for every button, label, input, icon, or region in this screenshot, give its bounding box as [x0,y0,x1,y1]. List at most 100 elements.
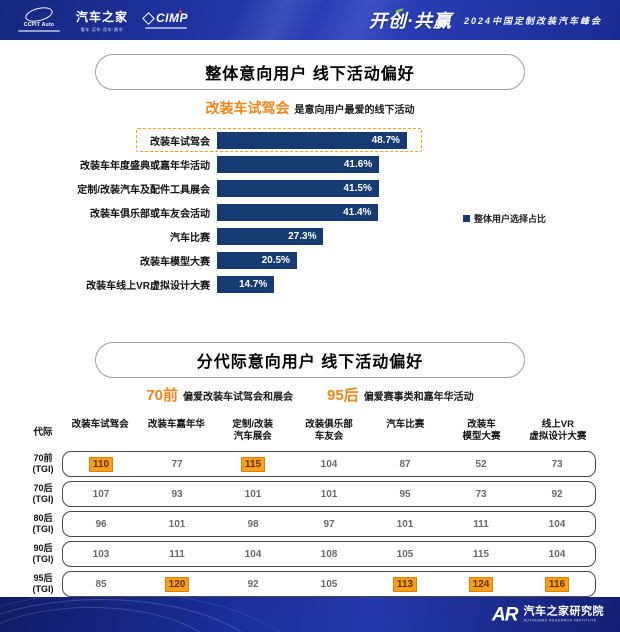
row-label: 80后 (TGI) [32,512,54,534]
table-cell: 96 [95,518,107,530]
table-cell: 111 [473,518,489,530]
header-logos: CCPIT Auto 汽车之家 看车·买车·用车·换车 CIMP [18,4,188,33]
table-cell: 92 [247,578,259,590]
bar: 41.5% [217,179,379,197]
bar-row: 改装车年度盛典或嘉年华活动 41.6% [58,152,620,176]
event-branding: 开创·共赢 2024中国定制改装汽车峰会 [369,7,602,33]
bar-label: 改装车俱乐部或车友会活动 [90,208,210,220]
table-cell: 101 [396,518,414,530]
section1-title: 整体意向用户 线下活动偏好 [95,54,525,90]
table-row: 95后 (TGI) 85 120 92 105 113 124 116 [24,571,596,597]
ccpit-subtext-bar [18,30,60,32]
row-label: 70后 (TGI) [32,482,54,504]
table-cell: 73 [475,488,487,500]
bar: 41.6% [217,155,380,173]
subtitle-highlight-95post: 95后 [327,387,359,404]
column-header: 改装俱乐部 车友会 [305,418,353,442]
bar-row: 改装车模型大赛 20.5% [58,248,620,272]
column-header: 线上VR 虚拟设计大赛 [529,418,587,442]
table-cell: 77 [171,458,183,470]
org-name-en: AUTOHOME RESEARCH INSTITUTE [523,618,597,623]
table-header-row: 代际 改装车试驾会 改装车嘉年华 定制/改装 汽车展会 改装俱乐部 车友会 汽车… [24,415,596,447]
table-cell: 97 [323,518,335,530]
event-slogan: 开创·共赢 [369,7,452,33]
bar: 48.7% [217,131,407,149]
bar-label: 改装车线上VR虚拟设计大赛 [86,280,210,292]
table-row: 90后 (TGI) 103 111 104 108 105 115 104 [24,541,596,567]
row-label: 90后 (TGI) [32,542,54,564]
table-cell: 105 [320,578,338,590]
subtitle-highlight-70pre: 70前 [146,387,178,404]
legend-swatch-icon [463,215,470,222]
autohome-logo: 汽车之家 看车·买车·用车·换车 [76,8,128,33]
section2-subtitle-right: 95后 偏爱赛事类和嘉年华活动 [327,384,474,405]
bar-value: 41.6% [343,158,373,170]
event-title: 2024中国定制改装汽车峰会 [463,15,602,26]
section1-subtitle-rest: 是意向用户最爱的线下活动 [294,105,415,116]
table-cell: 92 [551,488,563,500]
bar-value: 27.3% [288,230,317,242]
table-cell: 116 [544,576,570,592]
row-label: 95后 (TGI) [32,572,54,594]
autohome-tagline: 看车·买车·用车·换车 [80,26,124,32]
header-bar: CCPIT Auto 汽车之家 看车·买车·用车·换车 CIMP 开创·共赢 2… [0,0,620,40]
ccpit-logo: CCPIT Auto [18,4,60,32]
table-cell: 124 [468,576,494,592]
table-cell: 104 [244,548,262,560]
bar: 27.3% [217,227,324,245]
table-cell: 115 [472,548,490,560]
ar-logo-mark: AR [492,604,518,625]
bar-row: 定制/改装汽车及配件工具展会 41.5% [58,176,620,200]
cimp-logo: CIMP [142,10,188,29]
table-cell: 52 [475,458,487,470]
bar-label: 定制/改装汽车及配件工具展会 [77,184,210,196]
bar-label: 改装车模型大赛 [140,256,210,268]
table-cell: 101 [168,518,186,530]
table-cell: 103 [92,548,110,560]
bar-row: 改装车线上VR虚拟设计大赛 14.7% [58,272,620,296]
section2-title: 分代际意向用户 线下活动偏好 [95,342,525,378]
bar-value: 41.4% [343,206,372,218]
table-cell: 108 [320,548,338,560]
legend-label: 整体用户选择占比 [474,214,547,224]
bar-value: 14.7% [238,278,268,290]
table-cell: 85 [95,578,107,590]
ccpit-logo-text: CCPIT Auto [23,22,55,28]
column-header: 改装车试驾会 [71,418,129,430]
table-cell: 87 [399,458,411,470]
bar: 20.5% [217,251,297,269]
bar: 41.4% [217,203,379,221]
autohome-logo-text: 汽车之家 [76,9,129,24]
bar-row: 改装车试驾会 48.7% [58,128,620,152]
table-cell: 113 [392,576,418,592]
bar-value: 20.5% [261,254,290,266]
cimp-red-dot-icon [179,10,183,13]
table-cell: 95 [399,488,411,500]
table-cell: 93 [171,488,183,500]
cimp-diamond-icon [142,11,155,25]
table-cell: 104 [548,518,566,530]
section2-subtitle-left: 70前 偏爱改装车试驾会和展会 [146,384,293,405]
decorative-arc [0,597,322,632]
table-cell: 101 [244,488,262,500]
bar-value: 48.7% [371,134,400,146]
autohome-research-logo: AR 汽车之家研究院 AUTOHOME RESEARCH INSTITUTE [492,605,604,624]
bar-chart: 改装车试驾会 48.7% 改装车年度盛典或嘉年华活动 41.6% 定制/改装汽车… [58,128,620,296]
subtitle-text-70pre: 偏爱改装车试驾会和展会 [183,392,293,403]
column-header: 定制/改装 汽车展会 [232,418,274,442]
row-capsule: 103 111 104 108 105 115 104 [62,541,596,567]
table-row: 70前 (TGI) 110 77 115 104 87 52 73 [24,451,596,477]
green-check-accent [395,7,404,14]
table-cell: 104 [320,458,338,470]
table-cell: 98 [247,518,259,530]
row-capsule: 107 93 101 101 95 73 92 [62,481,596,507]
table-cell: 110 [88,456,114,472]
bar-label: 汽车比赛 [170,232,210,244]
row-capsule: 85 120 92 105 113 124 116 [62,571,596,597]
column-header: 改装车嘉年华 [147,418,205,430]
chart-legend: 整体用户选择占比 [463,212,546,225]
org-name-cn: 汽车之家研究院 [523,605,604,618]
table-row: 70后 (TGI) 107 93 101 101 95 73 92 [24,481,596,507]
bar-row: 汽车比赛 27.3% [58,224,620,248]
